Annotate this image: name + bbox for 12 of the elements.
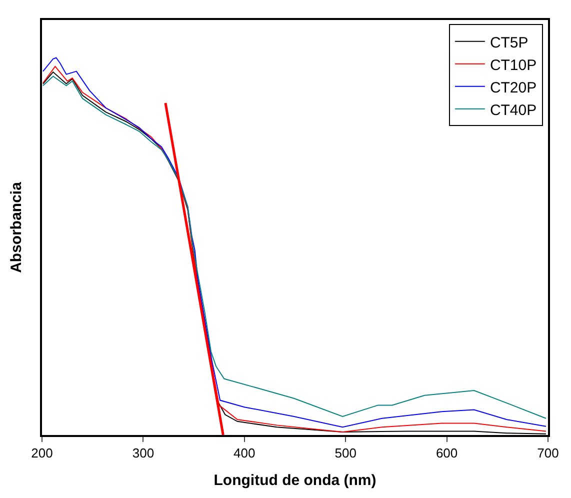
- legend-label: CT40P: [490, 102, 537, 119]
- legend-label: CT20P: [490, 79, 537, 96]
- x-tick-label: 200: [31, 445, 53, 460]
- x-tick-label: 400: [234, 445, 256, 460]
- y-axis-title: Absorbancia: [8, 181, 25, 273]
- x-tick-label: 300: [132, 445, 154, 460]
- x-tick-label: 700: [537, 445, 559, 460]
- x-tick-label: 500: [334, 445, 356, 460]
- x-tick-label: 600: [436, 445, 458, 460]
- x-axis-title: Longitud de onda (nm): [214, 472, 376, 489]
- legend-label: CT5P: [490, 34, 528, 52]
- legend-label: CT10P: [490, 56, 537, 74]
